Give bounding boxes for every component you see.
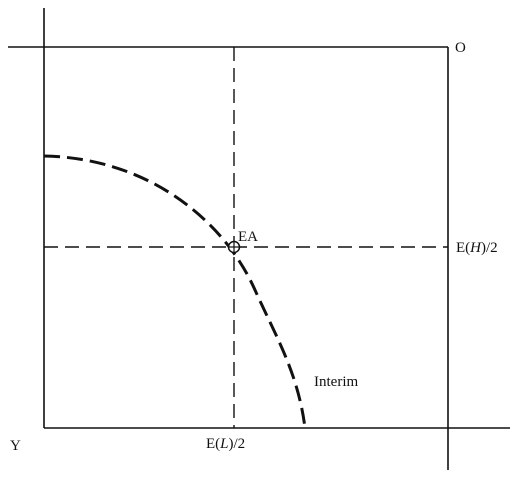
corner-label: Y: [10, 438, 21, 454]
ea-point-label: EA: [238, 229, 258, 245]
interim-curve-label: Interim: [314, 374, 358, 390]
x-axis-mark-label: E(L)/2: [206, 436, 245, 452]
origin-label: O: [455, 40, 466, 56]
ea-point-marker: [227, 240, 241, 254]
interim-curve: [43, 154, 307, 429]
y-axis-mark-label: E(H)/2: [456, 240, 498, 256]
